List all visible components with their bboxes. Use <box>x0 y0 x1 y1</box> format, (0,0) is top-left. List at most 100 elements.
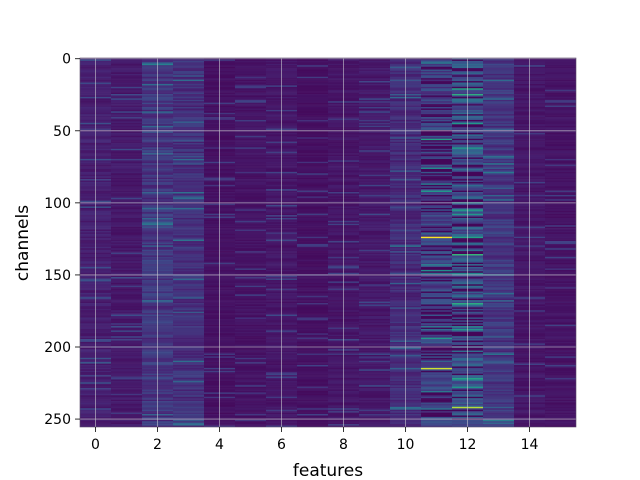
heatmap-cell <box>359 326 391 328</box>
heatmap-cell <box>359 88 391 91</box>
heatmap-cell <box>297 104 329 106</box>
heatmap-cell <box>235 305 267 308</box>
heatmap-cell <box>421 261 453 263</box>
heatmap-cell <box>235 398 267 400</box>
heatmap-cell <box>421 138 453 141</box>
heatmap-cell <box>483 284 515 287</box>
heatmap-cell <box>111 402 143 405</box>
heatmap-cell <box>235 151 267 154</box>
heatmap-cell <box>545 144 576 147</box>
heatmap-cell <box>297 145 329 148</box>
heatmap-cell <box>359 199 391 201</box>
heatmap-cell <box>111 143 143 145</box>
heatmap-cell <box>421 228 453 230</box>
heatmap-cell <box>421 127 453 129</box>
heatmap-cell <box>297 194 329 197</box>
heatmap-cell <box>483 65 515 67</box>
heatmap-cell <box>483 218 515 220</box>
heatmap-cell <box>545 401 576 403</box>
heatmap-cell <box>483 360 515 363</box>
heatmap-cell <box>173 411 205 413</box>
heatmap-cell <box>235 190 267 193</box>
heatmap-cell <box>359 298 391 301</box>
heatmap-cell <box>359 179 391 181</box>
heatmap-cell <box>545 238 576 240</box>
heatmap-cell <box>545 419 576 422</box>
heatmap-cell <box>235 148 267 151</box>
heatmap-cell <box>111 330 143 333</box>
heatmap-cell <box>235 241 267 243</box>
heatmap-cell <box>359 396 391 399</box>
heatmap-cell <box>359 223 391 226</box>
heatmap-cell <box>111 401 143 403</box>
heatmap-cell <box>235 238 267 240</box>
heatmap-cell <box>421 388 453 390</box>
heatmap-cell <box>173 402 205 405</box>
heatmap-cell <box>545 239 576 242</box>
heatmap-cell <box>297 91 329 93</box>
heatmap-cell <box>421 83 453 86</box>
heatmap-cell <box>545 264 576 266</box>
heatmap-cell <box>173 424 205 426</box>
heatmap-cell <box>359 307 391 310</box>
heatmap-cell <box>173 288 205 291</box>
heatmap-cell <box>421 419 453 422</box>
heatmap-cell <box>235 373 267 376</box>
heatmap-cell <box>545 69 576 72</box>
heatmap-cell <box>111 284 143 287</box>
heatmap-cell <box>359 269 391 272</box>
heatmap-cell <box>359 131 391 134</box>
heatmap-cell <box>545 171 576 174</box>
heatmap-cell <box>111 294 143 297</box>
heatmap-cell <box>359 425 391 427</box>
heatmap-cell <box>111 305 143 308</box>
heatmap-cell <box>483 59 515 62</box>
heatmap-cell <box>545 213 576 216</box>
heatmap-cell <box>235 334 267 337</box>
heatmap-cell <box>297 359 329 361</box>
heatmap-cell <box>297 308 329 311</box>
heatmap-cell <box>173 330 205 333</box>
heatmap-cell <box>483 206 515 209</box>
heatmap-cell <box>483 269 515 272</box>
heatmap-cell <box>173 359 205 361</box>
heatmap-cell <box>173 59 205 62</box>
heatmap-cell <box>545 189 576 191</box>
heatmap-cell <box>173 131 205 134</box>
heatmap-cell <box>235 340 267 343</box>
heatmap-cell <box>545 203 576 206</box>
heatmap-cell <box>545 328 576 331</box>
heatmap-cell <box>173 153 205 155</box>
heatmap-cell <box>111 62 143 65</box>
heatmap-cell <box>545 295 576 298</box>
heatmap-cell <box>173 96 205 99</box>
heatmap-cell <box>483 246 515 249</box>
heatmap-cell <box>483 354 515 357</box>
heatmap-cell <box>173 222 205 225</box>
heatmap-cell <box>173 199 205 201</box>
heatmap-cell <box>421 125 453 128</box>
heatmap-cell <box>359 95 391 98</box>
heatmap-cell <box>359 415 391 418</box>
heatmap-cell <box>297 216 329 219</box>
heatmap-cell <box>483 352 515 354</box>
heatmap-cell <box>235 318 267 321</box>
heatmap-cell <box>359 252 391 255</box>
heatmap-cell <box>359 187 391 190</box>
heatmap-cell <box>235 91 267 93</box>
heatmap-cell <box>421 402 453 405</box>
heatmap-cell <box>359 69 391 72</box>
heatmap-cell <box>173 68 205 70</box>
heatmap-cell <box>421 200 453 203</box>
heatmap-cell <box>173 212 205 214</box>
heatmap-cell <box>235 171 267 174</box>
heatmap-cell <box>421 376 453 379</box>
heatmap-cell <box>359 102 391 105</box>
heatmap-cell <box>235 256 267 259</box>
heatmap-cell <box>111 395 143 398</box>
heatmap-cell <box>421 334 453 337</box>
heatmap-cell <box>297 203 329 206</box>
heatmap-cell <box>297 327 329 330</box>
heatmap-cell <box>545 167 576 170</box>
heatmap-cell <box>111 422 143 425</box>
